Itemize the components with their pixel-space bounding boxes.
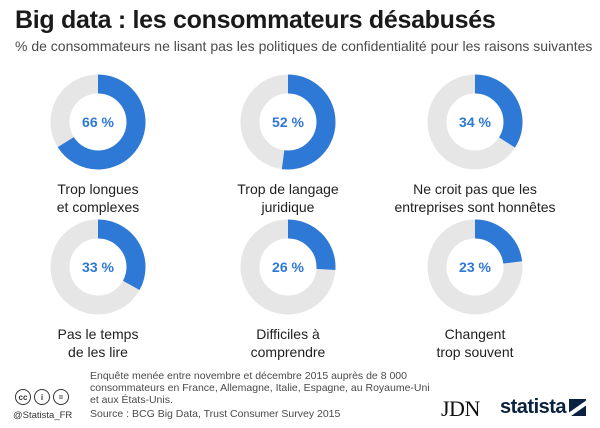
donut-item: 26 % Difficiles à comprendre bbox=[193, 217, 383, 361]
donut-item: 52 % Trop de langage juridique bbox=[193, 72, 383, 216]
donut-chart: 26 % bbox=[240, 219, 336, 315]
creative-commons-icon[interactable]: cc bbox=[15, 389, 31, 405]
donut-chart: 33 % bbox=[50, 219, 146, 315]
donut-category-label: Ne croit pas que les entreprises sont ho… bbox=[394, 181, 556, 215]
donut-slice bbox=[240, 74, 336, 170]
chart-title: Big data : les consommateurs désabusés bbox=[15, 6, 496, 34]
donut-slice bbox=[427, 219, 523, 315]
statista-mark-icon bbox=[569, 399, 587, 416]
chart-subtitle: % de consommateurs ne lisant pas les pol… bbox=[15, 38, 593, 54]
donut-category-label: Pas le temps de les lire bbox=[57, 326, 139, 360]
jdn-logo[interactable]: JDN bbox=[441, 396, 480, 421]
donut-category-label: Difficiles à comprendre bbox=[250, 326, 326, 360]
donut-item: 33 % Pas le temps de les lire bbox=[3, 217, 193, 361]
donut-category-label: Trop longues et complexes bbox=[56, 181, 140, 215]
donut-chart: 34 % bbox=[427, 74, 523, 170]
donut-category-label: Changent trop souvent bbox=[436, 326, 514, 360]
donut-chart: 52 % bbox=[240, 74, 336, 170]
donut-value-label: 52 % bbox=[272, 114, 304, 130]
donut-category-label: Trop de langage juridique bbox=[237, 181, 339, 215]
twitter-handle[interactable]: @Statista_FR bbox=[13, 410, 73, 421]
donut-slice bbox=[427, 74, 523, 170]
donut-value-label: 66 % bbox=[82, 114, 114, 130]
statista-logo[interactable]: statista bbox=[500, 396, 587, 419]
statista-wordmark: statista bbox=[500, 396, 567, 418]
license-icons: cc i = bbox=[15, 389, 69, 405]
donut-value-label: 33 % bbox=[82, 259, 114, 275]
donut-slice bbox=[50, 74, 146, 170]
source-text: Source : BCG Big Data, Trust Consumer Su… bbox=[90, 408, 341, 420]
donut-slice bbox=[240, 219, 336, 315]
donut-chart: 23 % bbox=[427, 219, 523, 315]
survey-note: Enquête menée entre novembre et décembre… bbox=[90, 370, 430, 406]
donut-item: 66 % Trop longues et complexes bbox=[3, 72, 193, 216]
donut-value-label: 26 % bbox=[272, 259, 304, 275]
donut-slice bbox=[50, 219, 146, 315]
info-icon[interactable]: i bbox=[34, 389, 50, 405]
donut-chart: 66 % bbox=[50, 74, 146, 170]
donut-value-label: 23 % bbox=[459, 259, 491, 275]
donut-item: 23 % Changent trop souvent bbox=[380, 217, 570, 361]
donut-item: 34 % Ne croit pas que les entreprises son… bbox=[380, 72, 570, 216]
donut-value-label: 34 % bbox=[459, 114, 491, 130]
no-derivatives-icon[interactable]: = bbox=[53, 389, 69, 405]
